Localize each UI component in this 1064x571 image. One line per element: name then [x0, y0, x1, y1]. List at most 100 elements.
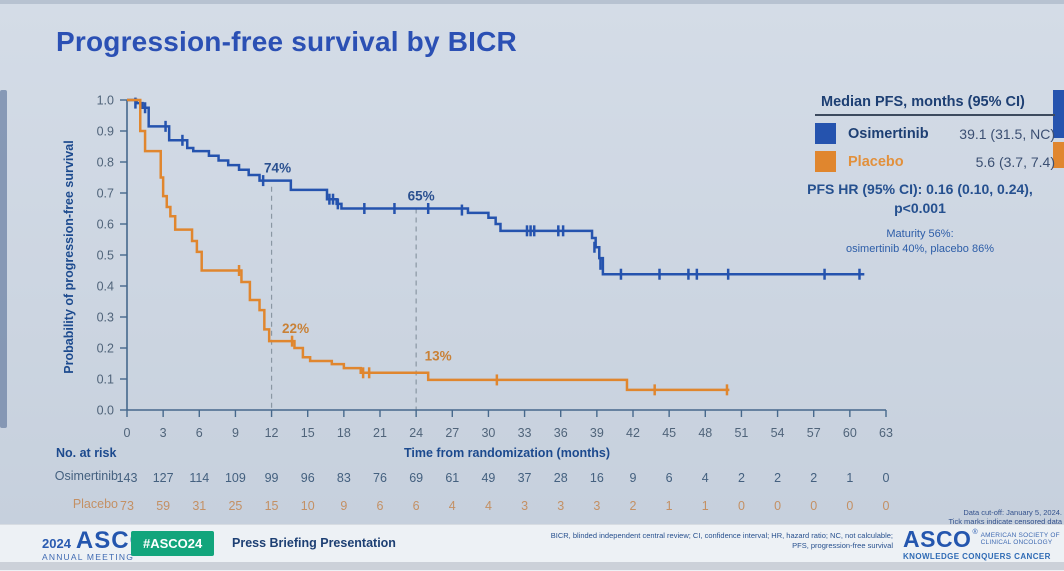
- risk-count-placebo: 0: [774, 499, 781, 513]
- x-axis-title: Time from randomization (months): [403, 446, 611, 460]
- y-tick-label: 0.6: [97, 218, 114, 232]
- censor-tick-osimertinib: [561, 225, 565, 237]
- km-curve-osimertinib: [127, 98, 865, 276]
- y-tick-label: 0.3: [97, 311, 114, 325]
- abbreviations-note: BICR, blinded independent central review…: [520, 531, 893, 550]
- x-tick-label: 9: [232, 426, 239, 440]
- risk-count-osimertinib: 2: [810, 471, 817, 485]
- cutoff-line-1: Data cut-off: January 5, 2024.: [963, 508, 1062, 517]
- asco-tagline: KNOWLEDGE CONQUERS CANCER: [903, 552, 1051, 561]
- y-tick-label: 0.2: [97, 342, 114, 356]
- risk-count-osimertinib: 16: [590, 471, 604, 485]
- x-tick-label: 0: [124, 426, 131, 440]
- legend-row-placebo: Placebo 5.6 (3.7, 7.4): [815, 151, 1055, 172]
- y-tick-label: 0.7: [97, 187, 114, 201]
- x-tick-label: 6: [196, 426, 203, 440]
- censor-tick-osimertinib: [695, 268, 699, 280]
- risk-count-osimertinib: 4: [702, 471, 709, 485]
- risk-count-placebo: 2: [630, 499, 637, 513]
- x-tick-label: 60: [843, 426, 857, 440]
- censor-tick-osimertinib: [328, 193, 331, 205]
- abbrev-line-2: PFS, progression-free survival: [792, 540, 893, 550]
- x-tick-label: 63: [879, 426, 893, 440]
- x-tick-label: 33: [518, 426, 532, 440]
- y-tick-label: 0.4: [97, 280, 114, 294]
- placebo-color-swatch: [815, 151, 836, 172]
- risk-count-placebo: 1: [666, 499, 673, 513]
- censor-tick-osimertinib: [460, 204, 464, 216]
- risk-count-osimertinib: 0: [883, 471, 890, 485]
- risk-count-osimertinib: 6: [666, 471, 673, 485]
- censor-tick-osimertinib: [593, 241, 596, 253]
- censor-tick-osimertinib: [687, 268, 690, 280]
- legend-row-osimertinib: Osimertinib 39.1 (31.5, NC): [815, 123, 1055, 144]
- x-tick-label: 36: [554, 426, 568, 440]
- censor-tick-osimertinib: [619, 268, 623, 280]
- legend-value-osimertinib: 39.1 (31.5, NC): [959, 125, 1055, 142]
- risk-count-placebo: 59: [156, 499, 170, 513]
- stats-block: PFS HR (95% CI): 0.16 (0.10, 0.24), p<0.…: [778, 180, 1062, 257]
- y-tick-label: 0.1: [97, 373, 114, 387]
- censor-tick-osimertinib: [134, 97, 137, 109]
- km-curve-placebo: [127, 98, 730, 392]
- risk-count-placebo: 31: [192, 499, 206, 513]
- censor-tick-placebo: [367, 367, 371, 379]
- photo-top-edge: [0, 0, 1064, 4]
- x-tick-label: 54: [771, 426, 785, 440]
- annotation-74%: 74%: [264, 161, 291, 176]
- cutoff-line-2: Tick marks indicate censored data: [948, 517, 1062, 526]
- asco-society-logo: ASCO ® AMERICAN SOCIETY OF CLINICAL ONCO…: [903, 528, 1061, 562]
- maturity-note: Maturity 56%: osimertinib 40%, placebo 8…: [778, 227, 1062, 257]
- risk-count-placebo: 1: [702, 499, 709, 513]
- x-tick-label: 51: [734, 426, 748, 440]
- meeting-year: 2024: [42, 536, 71, 551]
- screen-right-edge-orange-strip: [1053, 142, 1064, 168]
- censor-tick-osimertinib: [557, 225, 560, 237]
- censor-tick-osimertinib: [336, 198, 340, 210]
- photo-bottom-edge: [0, 562, 1064, 570]
- censor-tick-placebo: [725, 384, 729, 396]
- x-tick-label: 21: [373, 426, 387, 440]
- risk-count-osimertinib: 1: [846, 471, 853, 485]
- legend-name-placebo: Placebo: [848, 153, 904, 170]
- censor-tick-osimertinib: [823, 268, 826, 280]
- presentation-type-label: Press Briefing Presentation: [232, 536, 396, 550]
- risk-count-osimertinib: 76: [373, 471, 387, 485]
- risk-count-osimertinib: 61: [445, 471, 459, 485]
- meeting-subtitle: ANNUAL MEETING: [42, 552, 135, 562]
- censor-tick-osimertinib: [658, 268, 661, 280]
- legend-name-osimertinib: Osimertinib: [848, 125, 929, 142]
- screen-right-edge-blue-strip: [1053, 90, 1064, 138]
- osimertinib-color-swatch: [815, 123, 836, 144]
- censor-tick-osimertinib: [426, 203, 430, 214]
- risk-count-placebo: 6: [377, 499, 384, 513]
- censor-tick-osimertinib: [261, 175, 265, 187]
- risk-count-osimertinib: 99: [265, 471, 279, 485]
- y-axis-title: Probability of progression-free survival: [62, 140, 76, 374]
- x-tick-label: 48: [698, 426, 712, 440]
- hashtag-badge: #ASCO24: [131, 531, 215, 556]
- risk-count-osimertinib: 2: [774, 471, 781, 485]
- risk-count-osimertinib: 96: [301, 471, 315, 485]
- asco-society-line-2: CLINICAL ONCOLOGY: [980, 539, 1053, 546]
- censor-tick-placebo: [361, 367, 365, 379]
- x-tick-label: 12: [265, 426, 279, 440]
- asco-registered-mark: ®: [972, 529, 978, 536]
- risk-count-placebo: 3: [593, 499, 600, 513]
- risk-count-placebo: 4: [485, 499, 492, 513]
- annotation-22%: 22%: [282, 321, 309, 336]
- risk-count-placebo: 3: [521, 499, 528, 513]
- x-tick-label: 3: [160, 426, 167, 440]
- legend-header: Median PFS, months (95% CI): [815, 94, 1055, 116]
- censor-tick-osimertinib: [858, 268, 861, 280]
- risk-count-placebo: 15: [265, 499, 279, 513]
- y-tick-label: 0.9: [97, 125, 114, 139]
- censor-tick-osimertinib: [331, 193, 335, 205]
- censor-tick-osimertinib: [164, 120, 167, 132]
- censor-tick-osimertinib: [363, 203, 366, 214]
- censor-tick-osimertinib: [181, 134, 184, 146]
- risk-count-placebo: 4: [449, 499, 456, 513]
- risk-count-osimertinib: 109: [225, 471, 246, 485]
- censor-tick-osimertinib: [393, 203, 396, 214]
- y-tick-label: 0.8: [97, 156, 114, 170]
